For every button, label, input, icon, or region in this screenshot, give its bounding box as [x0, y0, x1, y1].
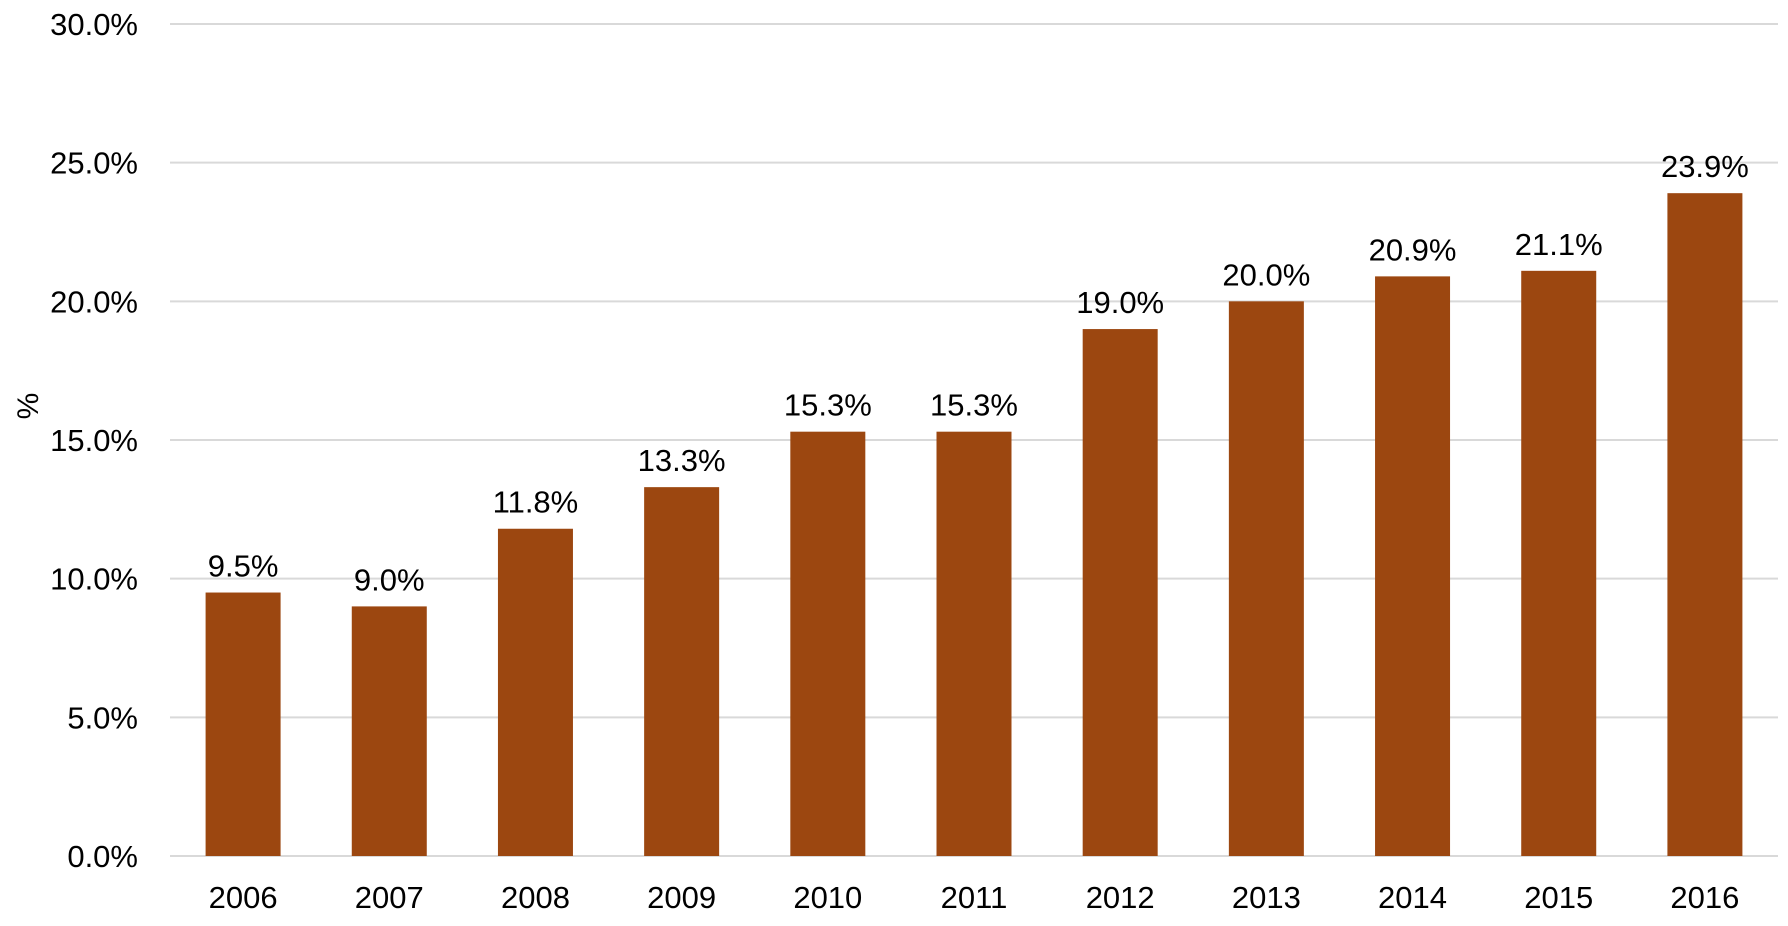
y-tick-label: 5.0%	[67, 700, 138, 735]
x-tick-label-2008: 2008	[501, 880, 570, 915]
bar-2013	[1228, 301, 1304, 856]
data-label-2009: 13.3%	[638, 443, 726, 478]
bar-2008	[497, 528, 573, 856]
data-labels: 9.5% 9.0% 11.8% 13.3% 15.3% 15.3% 19.0% 20.0% 20…	[208, 149, 1749, 597]
bars	[205, 193, 1743, 857]
y-axis-label: %	[12, 393, 45, 420]
data-label-2008: 11.8%	[493, 485, 579, 520]
data-label-2013: 20.0%	[1222, 257, 1310, 292]
y-tick-label: 0.0%	[67, 839, 138, 874]
x-tick-label-2016: 2016	[1670, 880, 1739, 915]
y-tick-label: 15.0%	[50, 423, 138, 458]
bar-2007	[351, 606, 427, 856]
x-tick-label-2012: 2012	[1086, 880, 1155, 915]
y-tick-label: 30.0%	[50, 7, 138, 42]
bar-2010	[790, 431, 866, 856]
bar-2006	[205, 592, 281, 856]
data-label-2006: 9.5%	[208, 549, 279, 584]
x-tick-label-2006: 2006	[209, 880, 278, 915]
bar-2011	[936, 431, 1012, 856]
data-label-2010: 15.3%	[784, 388, 872, 423]
x-tick-label-2015: 2015	[1524, 880, 1593, 915]
x-tick-label-2007: 2007	[355, 880, 424, 915]
bar-2016	[1667, 193, 1743, 856]
bar-2009	[644, 487, 720, 856]
data-label-2015: 21.1%	[1515, 227, 1603, 262]
data-label-2011: 15.3%	[930, 388, 1018, 423]
x-tick-label-2009: 2009	[647, 880, 716, 915]
bar-2015	[1521, 270, 1597, 856]
data-label-2016: 23.9%	[1661, 149, 1749, 184]
x-tick-label-2013: 2013	[1232, 880, 1301, 915]
bar-2014	[1375, 276, 1451, 857]
x-tick-label-2011: 2011	[941, 880, 1008, 915]
x-axis-ticks: 2006 2007 2008 2009 2010 2011 2012 2013 2014 2015…	[209, 880, 1740, 915]
y-tick-label: 10.0%	[50, 562, 138, 597]
data-label-2007: 9.0%	[354, 562, 425, 597]
x-tick-label-2010: 2010	[793, 880, 862, 915]
x-tick-label-2014: 2014	[1378, 880, 1447, 915]
data-label-2014: 20.9%	[1369, 232, 1457, 267]
data-label-2012: 19.0%	[1076, 285, 1164, 320]
y-tick-label: 25.0%	[50, 146, 138, 181]
y-axis-ticks: 0.0% 5.0% 10.0% 15.0% 20.0% 25.0% 30.0%	[50, 7, 138, 874]
bar-2012	[1082, 329, 1158, 857]
y-tick-label: 20.0%	[50, 284, 138, 319]
